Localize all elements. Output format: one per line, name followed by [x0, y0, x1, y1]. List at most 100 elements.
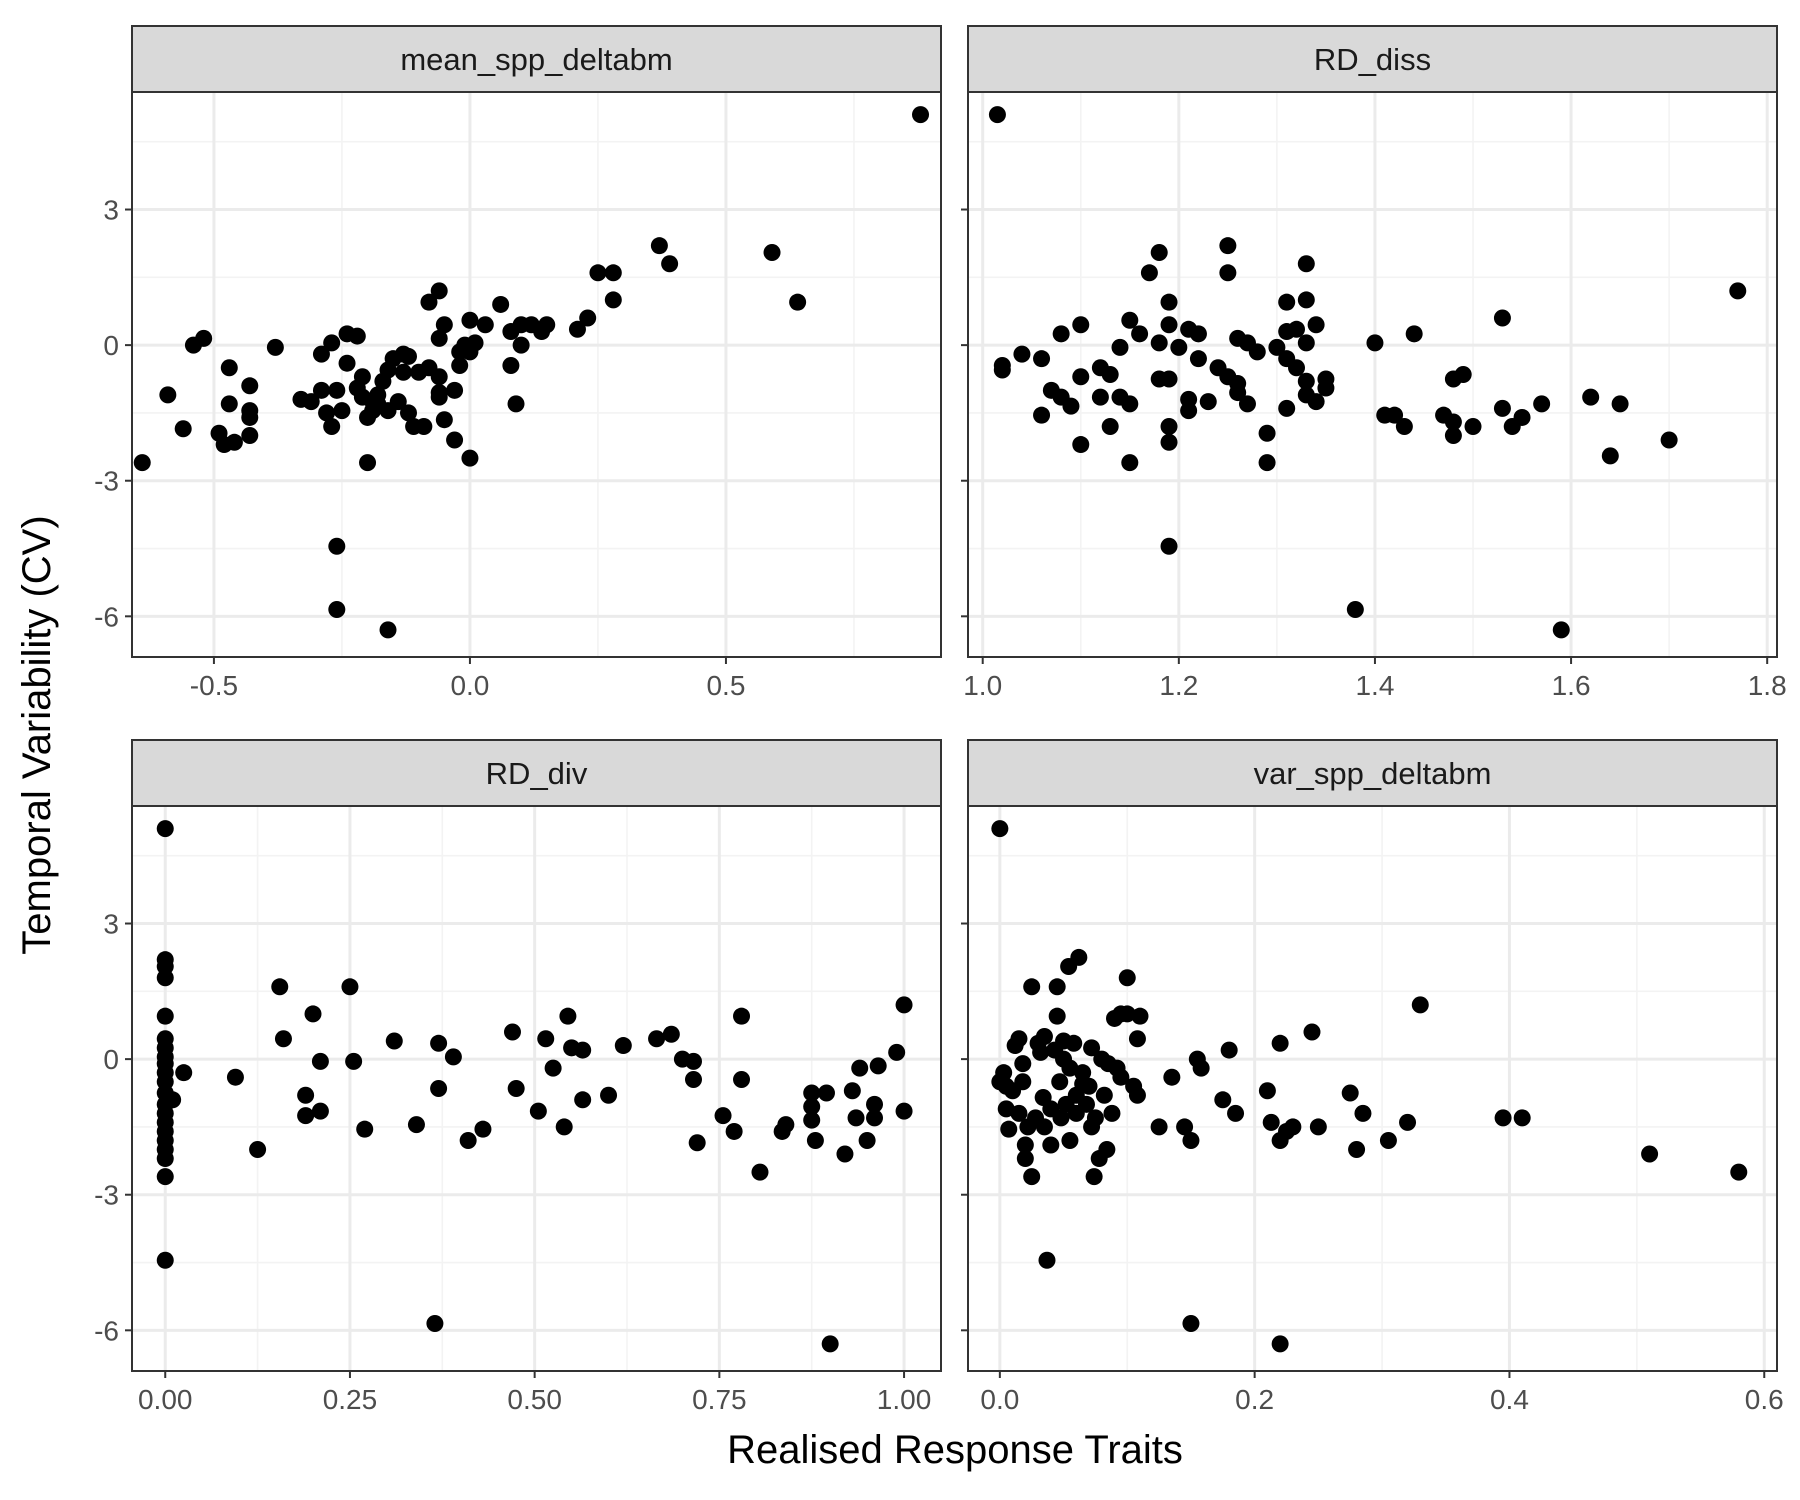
data-point	[1214, 1091, 1232, 1109]
data-point	[507, 395, 525, 413]
data-point	[241, 408, 259, 426]
x-tick-label: 1.2	[1159, 670, 1198, 701]
data-point	[1118, 969, 1136, 987]
x-tick-label: 0.50	[507, 1384, 562, 1415]
data-point	[333, 402, 351, 420]
data-point	[220, 395, 238, 413]
data-point	[1121, 311, 1139, 329]
data-point	[733, 1070, 751, 1088]
data-point	[1080, 1077, 1098, 1095]
data-point	[1182, 1131, 1200, 1149]
data-point	[323, 417, 341, 435]
data-point	[407, 1116, 425, 1134]
data-point	[507, 1080, 525, 1097]
facet-strip-label: var_spp_deltabm	[1254, 756, 1492, 791]
data-point	[1176, 1118, 1194, 1136]
data-point	[991, 820, 1009, 838]
data-point	[604, 291, 622, 309]
data-point	[1111, 388, 1129, 406]
data-point	[1227, 1104, 1245, 1122]
data-point	[1035, 1118, 1053, 1136]
data-point	[995, 1064, 1013, 1082]
panel-border	[967, 805, 1778, 1372]
data-point	[226, 1068, 244, 1086]
data-point	[1140, 264, 1158, 282]
data-point	[1346, 601, 1364, 619]
data-point	[789, 293, 807, 311]
data-point	[1048, 1007, 1066, 1025]
data-point	[568, 320, 586, 338]
data-point	[1131, 1007, 1149, 1025]
data-point	[323, 334, 341, 352]
data-point	[459, 1131, 477, 1149]
data-point	[1023, 978, 1041, 996]
data-point	[399, 404, 417, 422]
data-point	[338, 325, 356, 343]
data-point	[446, 381, 464, 399]
data-point	[648, 1030, 666, 1048]
data-point	[215, 436, 233, 454]
data-point	[435, 411, 453, 429]
data-point	[1098, 1141, 1116, 1159]
data-point	[895, 996, 913, 1014]
data-point	[1072, 316, 1090, 334]
x-tick-label: 0.0	[450, 670, 489, 701]
data-point	[1163, 1068, 1181, 1086]
data-point	[1111, 338, 1129, 356]
data-point	[869, 1057, 887, 1075]
data-point	[1220, 1041, 1238, 1059]
data-point	[1095, 1086, 1113, 1104]
data-point	[538, 316, 556, 334]
data-point	[1219, 237, 1237, 255]
data-point	[341, 978, 359, 996]
data-point	[338, 354, 356, 372]
y-tick-label: -6	[94, 1315, 119, 1346]
panel-background	[132, 92, 941, 657]
data-point	[1278, 293, 1296, 311]
data-point	[420, 293, 438, 311]
facet-strip-label: mean_spp_deltabm	[400, 42, 672, 77]
x-tick-label: 0.75	[692, 1384, 747, 1415]
facet-panel: mean_spp_deltabm -0.5 0.0 0.5 -6 -3 0 3	[94, 25, 942, 701]
data-point	[1150, 334, 1168, 352]
data-point	[312, 381, 330, 399]
data-point	[725, 1122, 743, 1140]
data-point	[1072, 436, 1090, 454]
data-point	[1258, 454, 1276, 472]
data-point	[1494, 1109, 1512, 1127]
data-point	[311, 1052, 329, 1070]
data-point	[684, 1070, 702, 1088]
data-point	[184, 336, 202, 354]
panel-border	[131, 805, 942, 1372]
data-point	[821, 1335, 839, 1353]
data-point	[866, 1095, 884, 1113]
data-point	[1611, 395, 1629, 413]
data-point	[1112, 1068, 1130, 1086]
data-point	[1091, 388, 1109, 406]
data-point	[1454, 366, 1472, 383]
x-tick-label: 1.0	[963, 670, 1002, 701]
data-point	[1016, 1136, 1034, 1154]
data-point	[356, 1120, 374, 1138]
data-point	[474, 1120, 492, 1138]
data-point	[430, 388, 448, 406]
data-point	[394, 363, 412, 381]
data-point	[614, 1037, 632, 1055]
data-point	[1271, 1335, 1289, 1353]
data-point	[579, 309, 597, 327]
data-point	[241, 427, 259, 445]
data-point	[1395, 417, 1413, 435]
data-point	[1493, 399, 1511, 417]
y-tick-label: 3	[103, 195, 119, 226]
data-point	[1379, 1131, 1397, 1149]
data-point	[1160, 433, 1178, 451]
data-point	[684, 1052, 702, 1070]
facet-panel: RD_div 0.00 0.25 0.50 0.75 1.00 -6 -3 0 3	[94, 739, 942, 1415]
data-point	[1288, 320, 1306, 338]
data-point	[803, 1084, 821, 1102]
data-point	[1405, 325, 1423, 343]
data-point	[751, 1163, 769, 1181]
data-point	[1730, 1163, 1748, 1181]
data-point	[1014, 1073, 1032, 1091]
